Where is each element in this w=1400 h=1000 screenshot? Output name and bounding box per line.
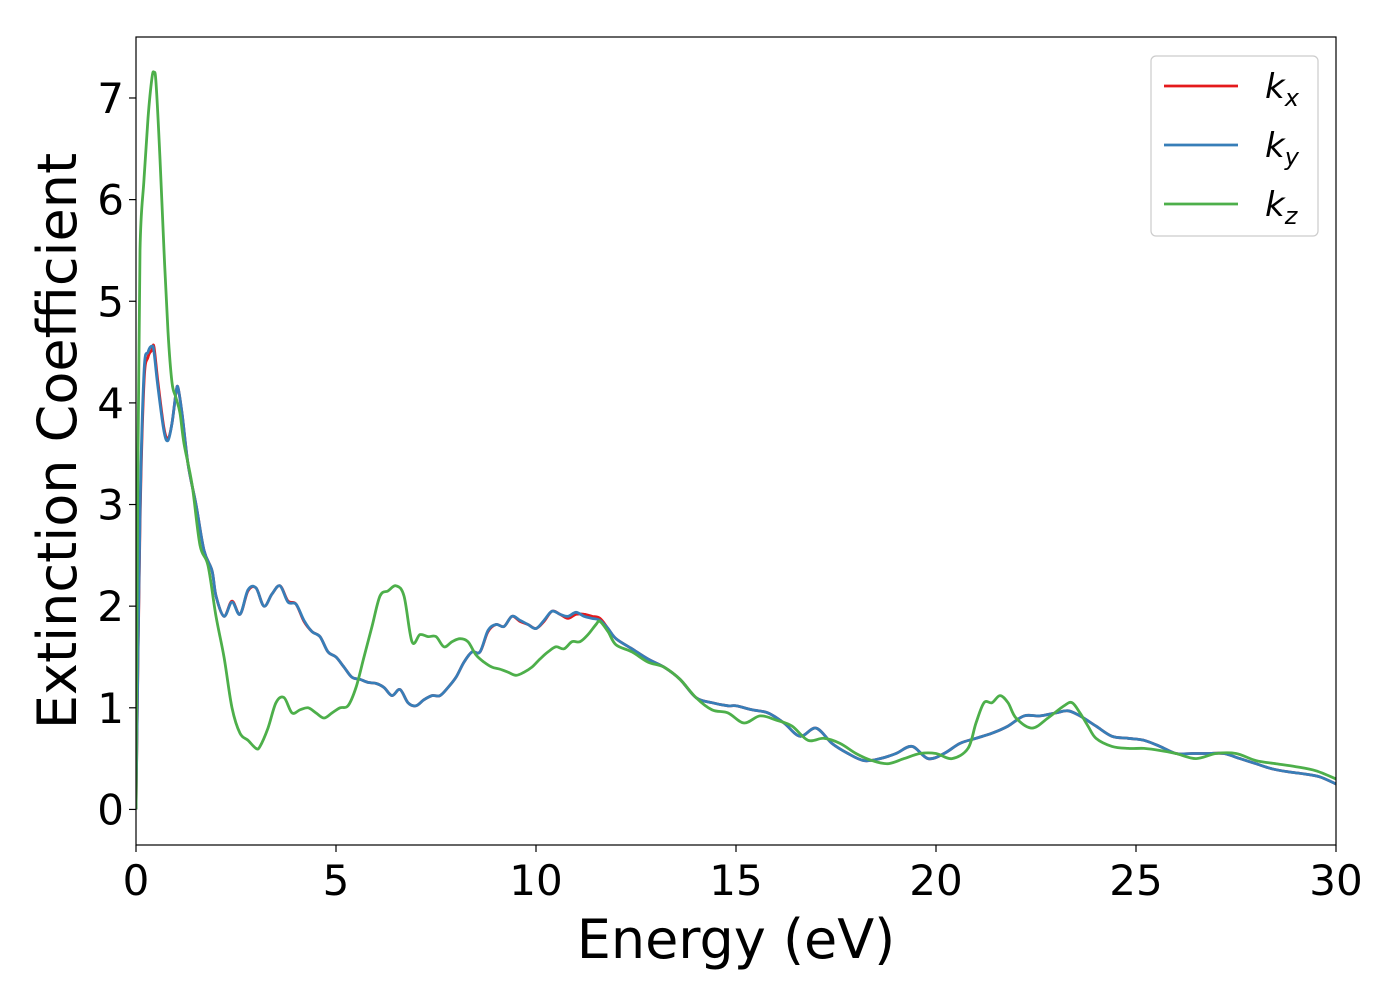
y-tick-label: 6: [97, 176, 124, 225]
ticks-layer: 0 5 10 15 20 25 30 0 1 2 3 4 5 6 7: [97, 74, 1362, 905]
y-tick-label: 4: [97, 379, 124, 428]
legend-label-k-y: ky: [1265, 126, 1300, 171]
y-axis-title: Extinction Coefficient: [26, 153, 89, 729]
x-tick-label: 5: [323, 856, 350, 905]
x-tick-label: 0: [123, 856, 150, 905]
y-tick-label: 5: [97, 277, 124, 326]
y-tick-label: 1: [97, 684, 124, 733]
y-tick-label: 0: [97, 785, 124, 834]
x-tick-label: 10: [509, 856, 562, 905]
series-line-k-y: [136, 344, 1336, 810]
legend-label-k-z: kz: [1265, 185, 1299, 230]
y-tick-label: 3: [97, 481, 124, 530]
x-tick-label: 15: [709, 856, 762, 905]
x-axis-title: Energy (eV): [577, 908, 896, 971]
x-tick-label: 25: [1109, 856, 1162, 905]
plot-frame: [135, 36, 1337, 846]
legend: kx ky kz: [1150, 55, 1319, 237]
legend-label-k-x: kx: [1265, 67, 1300, 112]
series-line-k-z: [136, 70, 1336, 810]
y-tick-label: 7: [97, 74, 124, 123]
x-tick-label: 20: [909, 856, 962, 905]
x-tick-label: 30: [1309, 856, 1362, 905]
series-layer: [136, 70, 1336, 810]
y-tick-label: 2: [97, 582, 124, 631]
